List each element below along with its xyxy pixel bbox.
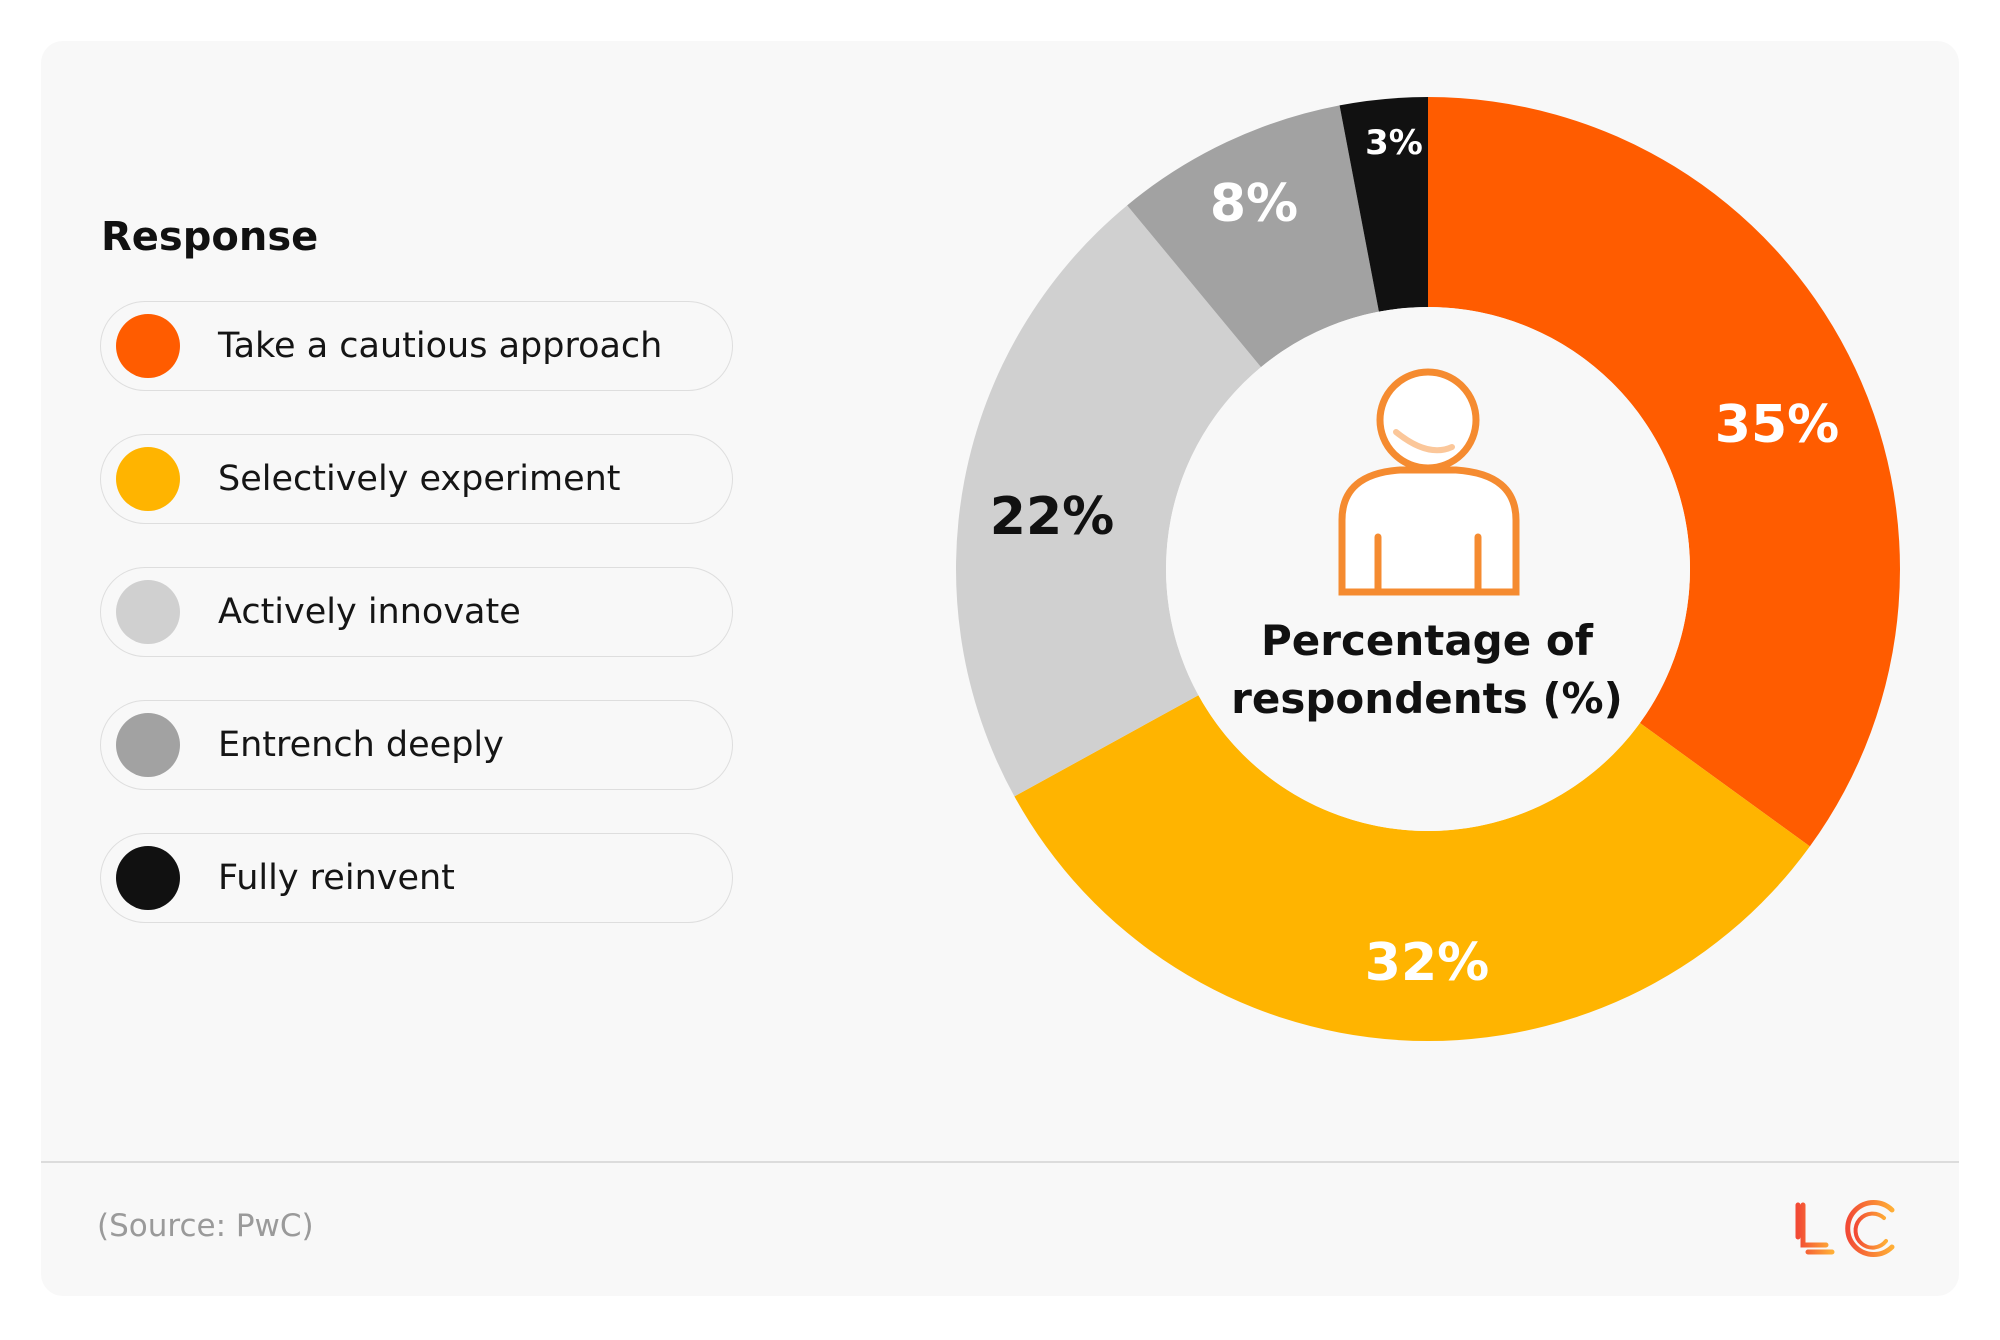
legend-label: Entrench deeply (218, 725, 504, 765)
legend-label: Actively innovate (218, 592, 521, 632)
center-label: Percentage of respondents (%) (1231, 616, 1623, 723)
lc-logo (1795, 1200, 1895, 1257)
legend-item: Take a cautious approach (100, 301, 733, 391)
donut-slice (1014, 695, 1810, 1042)
data-label: 35% (1715, 395, 1839, 455)
donut-slice (956, 205, 1261, 797)
donut-hole (1166, 307, 1690, 831)
donut-slice (1127, 105, 1379, 368)
legend-item: Selectively experiment (100, 434, 733, 524)
legend-item: Entrench deeply (100, 700, 733, 790)
legend-swatch (116, 314, 180, 378)
legend-swatch (116, 846, 180, 910)
legend-swatch (116, 447, 180, 511)
legend-label: Selectively experiment (218, 459, 621, 499)
divider (41, 1161, 1959, 1163)
donut-slice (1339, 97, 1428, 312)
legend-item: Fully reinvent (100, 833, 733, 923)
data-label: 32% (1365, 933, 1489, 993)
data-label: 8% (1210, 174, 1298, 234)
legend-swatch (116, 713, 180, 777)
legend-label: Take a cautious approach (218, 326, 663, 366)
legend-label: Fully reinvent (218, 858, 455, 898)
data-label: 22% (990, 487, 1114, 547)
source-note: (Source: PwC) (97, 1208, 314, 1244)
data-label: 3% (1365, 123, 1423, 163)
donut-slice (1428, 97, 1901, 847)
legend-title: Response (101, 214, 319, 260)
legend-item: Actively innovate (100, 567, 733, 657)
legend-swatch (116, 580, 180, 644)
